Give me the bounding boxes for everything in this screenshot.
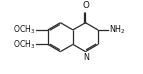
Text: OCH$_3$: OCH$_3$ [13,38,36,51]
Text: OCH$_3$: OCH$_3$ [13,23,36,36]
Text: NH$_2$: NH$_2$ [109,23,126,36]
Text: N: N [83,53,89,62]
Text: O: O [83,1,89,10]
